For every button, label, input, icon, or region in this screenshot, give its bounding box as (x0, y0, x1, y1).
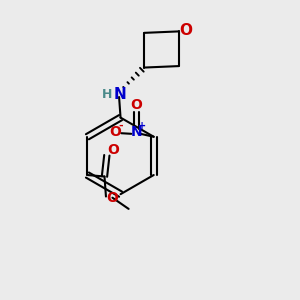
Text: N: N (113, 87, 126, 102)
Text: O: O (109, 125, 121, 139)
Text: H: H (101, 88, 112, 101)
Text: O: O (131, 98, 142, 112)
Text: N: N (131, 125, 142, 139)
Text: +: + (139, 121, 147, 130)
Text: O: O (107, 143, 119, 157)
Text: O: O (179, 23, 192, 38)
Text: -: - (118, 120, 123, 130)
Text: O: O (106, 191, 119, 205)
